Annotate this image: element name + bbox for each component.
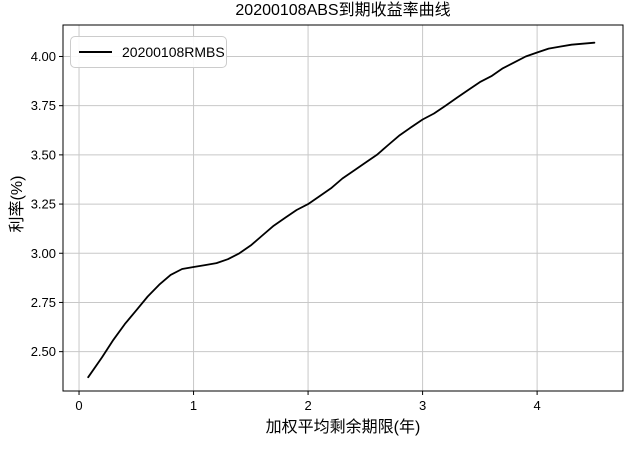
chart-title: 20200108ABS到期收益率曲线	[235, 2, 451, 19]
x-tick-label-0: 0	[75, 398, 82, 413]
legend: 20200108RMBS	[70, 36, 227, 68]
y-tick-label-3.00: 3.00	[31, 246, 56, 261]
y-tick-label-2.50: 2.50	[31, 344, 56, 359]
y-tick-label-3.75: 3.75	[31, 98, 56, 113]
x-tick-label-1: 1	[190, 398, 197, 413]
y-tick-label-3.25: 3.25	[31, 197, 56, 212]
y-axis-label: 利率(%)	[9, 175, 26, 233]
x-axis-label: 加权平均剩余期限(年)	[265, 419, 421, 436]
plot-border	[62, 24, 624, 392]
y-tick-label-4.00: 4.00	[31, 49, 56, 64]
y-tick-label-3.50: 3.50	[31, 147, 56, 162]
x-tick-label-2: 2	[304, 398, 311, 413]
legend-label: 20200108RMBS	[122, 44, 225, 60]
legend-line-sample	[79, 51, 112, 53]
x-tick-label-4: 4	[533, 398, 540, 413]
series-line-20200108RMBS	[87, 41, 596, 379]
y-tick-label-2.75: 2.75	[31, 295, 56, 310]
x-tick-label-3: 3	[419, 398, 426, 413]
